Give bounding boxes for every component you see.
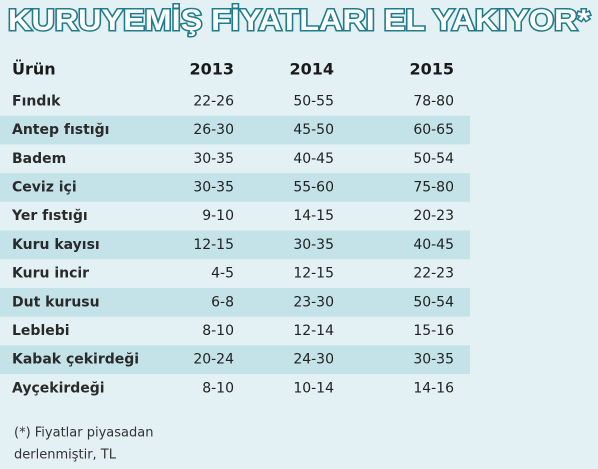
price-cell: 12-14 bbox=[293, 323, 334, 339]
price-cell: 30-35 bbox=[413, 352, 454, 368]
price-cell: 12-15 bbox=[293, 266, 334, 282]
price-cell: 14-15 bbox=[293, 208, 334, 224]
price-cell: 50-54 bbox=[413, 151, 454, 167]
price-cell: 14-16 bbox=[413, 380, 454, 396]
product-name: Leblebi bbox=[12, 323, 70, 339]
product-name: Ayçekirdeği bbox=[12, 380, 105, 396]
price-cell: 20-23 bbox=[413, 208, 454, 224]
price-cell: 50-54 bbox=[413, 294, 454, 310]
price-cell: 75-80 bbox=[413, 179, 454, 195]
price-cell: 30-35 bbox=[293, 237, 334, 253]
product-name: Kuru incir bbox=[12, 266, 89, 282]
price-cell: 22-26 bbox=[193, 93, 234, 109]
price-cell: 60-65 bbox=[413, 122, 454, 138]
product-name: Ceviz içi bbox=[12, 179, 77, 195]
product-name: Fındık bbox=[12, 93, 61, 109]
product-name: Yer fıstığı bbox=[11, 208, 88, 224]
footnote: (*) Fiyatlar piyasadan bbox=[14, 426, 153, 441]
price-cell: 12-15 bbox=[193, 237, 234, 253]
price-cell: 26-30 bbox=[193, 122, 234, 138]
row-stripe bbox=[0, 345, 470, 374]
row-stripe bbox=[0, 115, 470, 145]
column-header: 2015 bbox=[409, 60, 454, 79]
price-cell: 4-5 bbox=[211, 266, 234, 282]
price-cell: 30-35 bbox=[193, 179, 234, 195]
price-cell: 24-30 bbox=[293, 352, 334, 368]
price-cell: 10-14 bbox=[293, 380, 334, 396]
price-cell: 50-55 bbox=[293, 93, 334, 109]
column-header: 2013 bbox=[189, 60, 234, 79]
price-cell: 45-50 bbox=[293, 122, 334, 138]
row-stripe bbox=[0, 173, 470, 202]
product-name: Badem bbox=[12, 151, 66, 167]
price-cell: 30-35 bbox=[193, 151, 234, 167]
price-cell: 78-80 bbox=[413, 93, 454, 109]
price-cell: 9-10 bbox=[202, 208, 234, 224]
row-stripe bbox=[0, 230, 470, 260]
price-cell: 20-24 bbox=[193, 352, 234, 368]
footnote: derlenmiştir, TL bbox=[14, 448, 117, 463]
row-stripe bbox=[0, 287, 470, 317]
column-header: Ürün bbox=[12, 60, 56, 79]
price-cell: 8-10 bbox=[202, 380, 234, 396]
product-name: Antep fıstığı bbox=[12, 122, 109, 138]
product-name: Kuru kayısı bbox=[12, 237, 100, 253]
column-header: 2014 bbox=[289, 60, 334, 79]
product-name: Dut kurusu bbox=[12, 294, 100, 310]
price-cell: 6-8 bbox=[211, 294, 234, 310]
price-cell: 55-60 bbox=[293, 179, 334, 195]
price-cell: 40-45 bbox=[293, 151, 334, 167]
price-cell: 40-45 bbox=[413, 237, 454, 253]
title: KURUYEMİŞ FİYATLARI EL YAKIYOR* bbox=[8, 4, 590, 37]
price-cell: 23-30 bbox=[293, 294, 334, 310]
price-cell: 8-10 bbox=[202, 323, 234, 339]
price-cell: 22-23 bbox=[413, 266, 454, 282]
product-name: Kabak çekirdeği bbox=[12, 352, 139, 368]
price-cell: 15-16 bbox=[413, 323, 454, 339]
